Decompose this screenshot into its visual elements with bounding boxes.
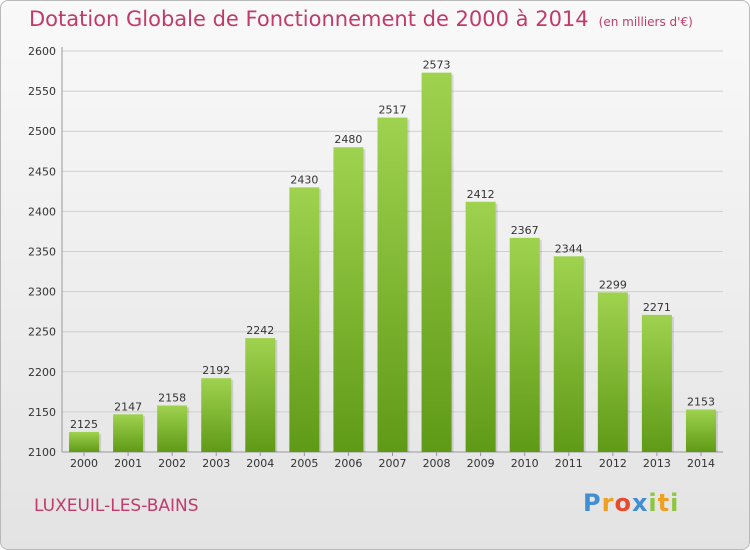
x-tick-label: 2002 bbox=[158, 457, 186, 470]
data-label: 2367 bbox=[511, 224, 539, 237]
bar-2008 bbox=[421, 72, 452, 453]
bar-2014 bbox=[685, 409, 716, 452]
x-tick-label: 2000 bbox=[70, 457, 98, 470]
y-tick-label: 2600 bbox=[28, 45, 56, 58]
bar-2000 bbox=[69, 431, 100, 452]
y-tick-label: 2200 bbox=[28, 366, 56, 379]
x-tick-label: 2007 bbox=[379, 457, 407, 470]
x-tick-label: 2013 bbox=[643, 457, 671, 470]
x-tick-label: 2011 bbox=[555, 457, 583, 470]
bar-2001 bbox=[113, 414, 144, 452]
x-tick-label: 2003 bbox=[202, 457, 230, 470]
data-label: 2153 bbox=[687, 395, 715, 408]
chart-title-text: Dotation Globale de Fonctionnement de 20… bbox=[29, 7, 589, 31]
data-label: 2158 bbox=[158, 391, 186, 404]
y-tick-label: 2450 bbox=[28, 165, 56, 178]
bar-2004 bbox=[245, 338, 276, 452]
bar-2012 bbox=[597, 292, 628, 452]
data-label: 2517 bbox=[379, 104, 407, 117]
bar-2005 bbox=[289, 187, 320, 452]
data-label: 2299 bbox=[599, 278, 627, 291]
data-label: 2242 bbox=[246, 324, 274, 337]
y-tick-label: 2250 bbox=[28, 326, 56, 339]
data-label: 2344 bbox=[555, 242, 583, 255]
bar-2011 bbox=[553, 256, 584, 452]
bar-2010 bbox=[509, 237, 540, 452]
y-tick-label: 2100 bbox=[28, 446, 56, 459]
data-label: 2412 bbox=[467, 188, 495, 201]
x-tick-label: 2004 bbox=[246, 457, 274, 470]
bar-2003 bbox=[201, 378, 232, 452]
y-tick-label: 2300 bbox=[28, 286, 56, 299]
data-label: 2271 bbox=[643, 301, 671, 314]
x-tick-label: 2012 bbox=[599, 457, 627, 470]
bar-2013 bbox=[641, 314, 672, 452]
chart-title: Dotation Globale de Fonctionnement de 20… bbox=[29, 7, 693, 31]
x-tick-label: 2014 bbox=[687, 457, 715, 470]
bar-2006 bbox=[333, 147, 364, 453]
x-tick-label: 2008 bbox=[423, 457, 451, 470]
x-tick-label: 2010 bbox=[511, 457, 539, 470]
y-tick-label: 2500 bbox=[28, 125, 56, 138]
bar-2009 bbox=[465, 201, 496, 452]
data-label: 2125 bbox=[70, 418, 98, 431]
x-tick-label: 2005 bbox=[290, 457, 318, 470]
proxiti-logo: Proxiti bbox=[583, 489, 680, 517]
y-tick-label: 2550 bbox=[28, 85, 56, 98]
y-tick-label: 2350 bbox=[28, 246, 56, 259]
y-tick-label: 2150 bbox=[28, 406, 56, 419]
y-tick-label: 2400 bbox=[28, 205, 56, 218]
data-label: 2573 bbox=[423, 59, 451, 72]
chart-unit: (en milliers d'€) bbox=[598, 15, 693, 29]
x-tick-label: 2006 bbox=[334, 457, 362, 470]
data-label: 2480 bbox=[334, 133, 362, 146]
data-label: 2192 bbox=[202, 364, 230, 377]
bar-2007 bbox=[377, 117, 408, 452]
city-name: LUXEUIL-LES-BAINS bbox=[34, 496, 199, 516]
data-label: 2147 bbox=[114, 400, 142, 413]
x-tick-label: 2009 bbox=[467, 457, 495, 470]
bar-2002 bbox=[157, 405, 188, 452]
data-label: 2430 bbox=[290, 173, 318, 186]
x-tick-label: 2001 bbox=[114, 457, 142, 470]
